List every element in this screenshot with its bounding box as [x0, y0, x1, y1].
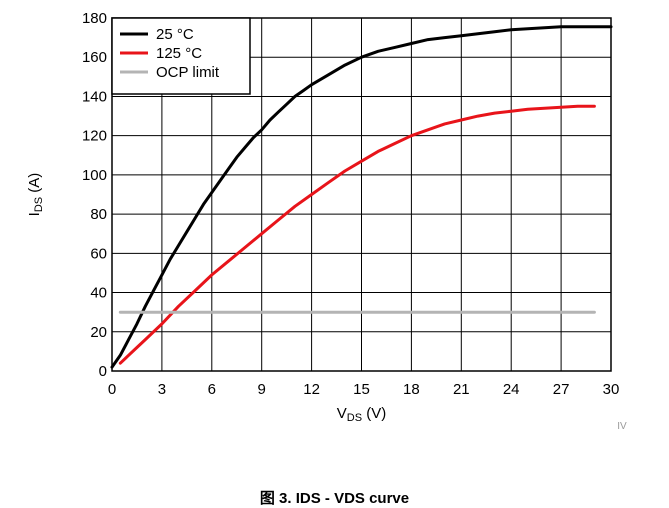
legend: 25 °C 125 °C OCP limit — [111, 17, 251, 95]
y-axis-label-sub: DS — [33, 197, 45, 212]
y-axis-label-unit: (A) — [26, 173, 43, 197]
x-tick-label-10: 30 — [603, 381, 620, 398]
x-axis-label-sub: DS — [347, 412, 362, 424]
y-tick-label-1: 20 — [90, 324, 107, 341]
y-tick-label-3: 60 — [90, 245, 107, 262]
x-tick-label-6: 18 — [403, 381, 420, 398]
x-axis-label: VDS (V) — [337, 405, 386, 424]
x-tick-label-5: 15 — [353, 381, 370, 398]
x-axis-label-unit: (V) — [362, 405, 386, 422]
x-tick-labels: 0 3 6 9 12 15 18 21 24 27 30 — [108, 381, 620, 398]
x-tick-label-0: 0 — [108, 381, 116, 398]
y-tick-label-0: 0 — [99, 363, 107, 380]
y-tick-label-5: 100 — [82, 167, 107, 184]
y-tick-labels: 0 20 40 60 80 100 120 140 160 180 — [82, 10, 107, 380]
x-axis-label-main: V — [337, 405, 347, 422]
x-tick-label-9: 27 — [553, 381, 570, 398]
series-layer — [110, 25, 613, 369]
y-tick-label-8: 160 — [82, 49, 107, 66]
legend-label-1: 125 °C — [156, 45, 202, 62]
figure-caption: 图 3. IDS - VDS curve — [259, 490, 410, 507]
y-tick-label-4: 80 — [90, 206, 107, 223]
x-tick-label-8: 24 — [503, 381, 520, 398]
ids-vds-chart: 0 3 6 9 12 15 18 21 24 27 30 0 20 40 60 80 100 120 140 160… — [26, 10, 627, 432]
x-tick-label-1: 3 — [158, 381, 166, 398]
legend-box — [111, 17, 251, 95]
y-tick-label-6: 120 — [82, 128, 107, 145]
watermark-text: IV — [617, 421, 627, 432]
series-line-1 — [118, 104, 596, 365]
x-tick-label-4: 12 — [303, 381, 320, 398]
x-tick-label-2: 6 — [208, 381, 216, 398]
series-line-0 — [110, 25, 613, 369]
y-tick-label-7: 140 — [82, 88, 107, 105]
y-tick-label-2: 40 — [90, 285, 107, 302]
plot-area-border — [111, 17, 612, 372]
y-axis-label: IDS (A) — [26, 173, 45, 217]
y-tick-label-9: 180 — [82, 10, 107, 27]
x-tick-label-3: 9 — [258, 381, 266, 398]
legend-label-2: OCP limit — [156, 64, 220, 81]
y-axis-label-main: I — [26, 212, 43, 216]
x-tick-label-7: 21 — [453, 381, 470, 398]
legend-label-0: 25 °C — [156, 26, 194, 43]
